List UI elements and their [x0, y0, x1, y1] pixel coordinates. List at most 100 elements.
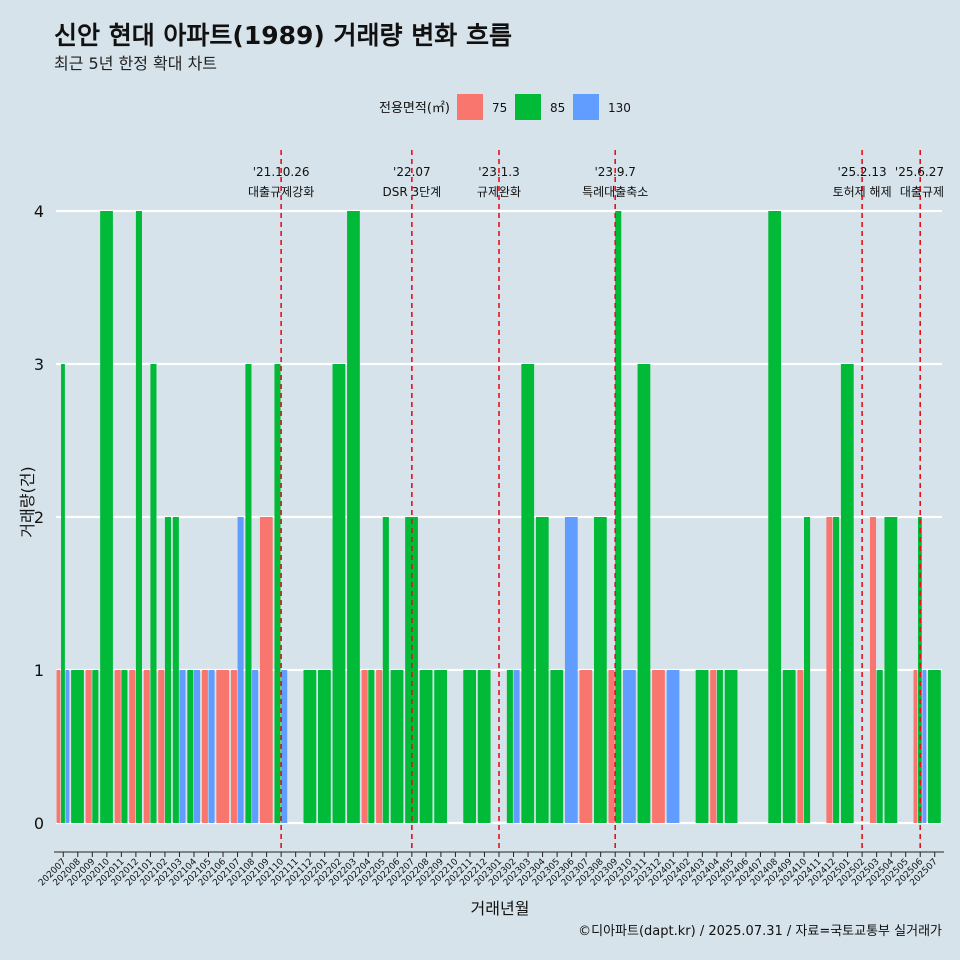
bar-202507-85 — [928, 670, 941, 823]
bar-202101-75 — [143, 670, 150, 823]
bar-202102-85 — [164, 517, 172, 823]
bar-202302-85 — [506, 670, 513, 823]
bar-202312-75 — [652, 670, 665, 823]
bar-202309-75 — [608, 670, 615, 823]
y-tick-label-1: 1 — [34, 661, 44, 680]
bar-202107-130 — [237, 517, 244, 823]
bar-202009-85 — [92, 670, 99, 823]
bar-202009-75 — [85, 670, 92, 823]
legend-label-85: 85 — [550, 101, 565, 115]
bar-202202-85 — [332, 364, 346, 823]
annotation-label-202502: 토허제 해제 — [833, 185, 892, 199]
bar-202405-85 — [724, 670, 738, 823]
annotation-label-202506: 대출규제 — [900, 185, 944, 199]
bar-202104-85 — [187, 670, 194, 823]
bar-202208-85 — [419, 670, 433, 823]
bar-202203-85 — [347, 211, 360, 823]
annotation-date-202506: '25.6.27 — [895, 165, 944, 179]
bar-202404-75 — [710, 670, 717, 823]
bar-202011-75 — [114, 670, 121, 823]
y-tick-label-0: 0 — [34, 814, 44, 833]
bar-202211-85 — [463, 670, 477, 823]
legend-swatch-130 — [573, 94, 599, 120]
y-tick-label-2: 2 — [34, 508, 44, 527]
legend-swatch-75 — [457, 94, 483, 120]
annotation-label-202301: 규제완화 — [477, 185, 521, 199]
bar-202007-85 — [61, 364, 65, 823]
bar-202205-85 — [382, 517, 389, 823]
bar-202106-75 — [216, 670, 230, 823]
bar-202104-130 — [193, 670, 201, 823]
bar-202008-85 — [71, 670, 84, 823]
bar-202109-75 — [259, 517, 273, 823]
bar-202207-85 — [405, 517, 418, 823]
bar-202409-85 — [782, 670, 796, 823]
y-axis-ticks: 0 1 2 3 4 — [34, 202, 44, 833]
bar-202209-85 — [434, 670, 447, 823]
bar-202206-85 — [390, 670, 404, 823]
bar-202012-75 — [129, 670, 136, 823]
bar-202108-130 — [252, 670, 259, 823]
annotation-date-202207: '22.07 — [393, 165, 431, 179]
chart-title: 신안 현대 아파트(1989) 거래량 변화 흐름 — [54, 21, 512, 50]
bar-202304-85 — [535, 517, 549, 823]
bar-202108-85 — [245, 364, 252, 823]
bar-202401-130 — [666, 670, 680, 823]
legend-label-75: 75 — [492, 101, 507, 115]
bar-202506-75 — [913, 670, 918, 823]
x-axis-title: 거래년월 — [471, 899, 530, 918]
annotations: '21.10.26 대출규제강화 '22.07 DSR 3단계 '23.1.3 규제완화 '… — [248, 150, 944, 852]
annotation-date-202301: '23.1.3 — [478, 165, 519, 179]
bar-202007-75 — [56, 670, 61, 823]
annotation-label-202110: 대출규제강화 — [248, 185, 314, 199]
bar-202412-85 — [833, 517, 840, 823]
bar-202408-85 — [768, 211, 782, 823]
bar-202501-85 — [840, 364, 854, 823]
bar-202412-75 — [826, 517, 833, 823]
bar-202306-130 — [564, 517, 578, 823]
annotation-date-202309: '23.9.7 — [594, 165, 635, 179]
bar-202201-85 — [318, 670, 331, 823]
legend-label-130: 130 — [608, 101, 631, 115]
legend-swatch-85 — [515, 94, 541, 120]
bar-202110-130 — [281, 670, 288, 823]
bar-202010-85 — [100, 211, 113, 823]
legend: 전용면적(㎡) 75 85 130 — [379, 94, 631, 120]
bar-202403-85 — [695, 670, 709, 823]
bar-202110-85 — [274, 364, 281, 823]
bar-202107-75 — [230, 670, 237, 823]
bar-202307-75 — [579, 670, 593, 823]
bar-202105-130 — [208, 670, 215, 823]
annotation-label-202309: 특례대출축소 — [582, 185, 648, 199]
bar-202101-85 — [150, 364, 157, 823]
annotation-label-202207: DSR 3단계 — [382, 185, 441, 199]
bar-202102-75 — [158, 670, 165, 823]
bar-202503-75 — [869, 517, 877, 823]
bars — [56, 211, 941, 823]
x-axis: 2020072020082020092020102020112020122021… — [37, 851, 944, 888]
y-tick-label-3: 3 — [34, 355, 44, 374]
bar-202404-85 — [716, 670, 723, 823]
bar-202308-85 — [593, 517, 607, 823]
bar-202410-75 — [797, 670, 804, 823]
bar-202205-75 — [376, 670, 383, 823]
bar-202204-85 — [368, 670, 375, 823]
legend-title: 전용면적(㎡) — [379, 101, 450, 116]
bar-202506-130 — [922, 670, 927, 823]
bar-202311-85 — [637, 364, 651, 823]
bar-202204-75 — [361, 670, 368, 823]
bar-202007-130 — [65, 670, 70, 823]
bar-202310-130 — [623, 670, 636, 823]
bar-202303-85 — [521, 364, 535, 823]
bar-202012-85 — [135, 211, 142, 823]
bar-202302-130 — [513, 670, 520, 823]
chart-subtitle: 최근 5년 한정 확대 차트 — [54, 54, 217, 73]
annotation-date-202110: '21.10.26 — [253, 165, 310, 179]
y-axis-title: 거래량(건) — [18, 466, 37, 537]
bar-202112-85 — [303, 670, 317, 823]
bar-202103-85 — [172, 517, 179, 823]
annotation-date-202502: '25.2.13 — [838, 165, 887, 179]
bar-202506-85 — [917, 517, 922, 823]
bar-202105-75 — [201, 670, 208, 823]
